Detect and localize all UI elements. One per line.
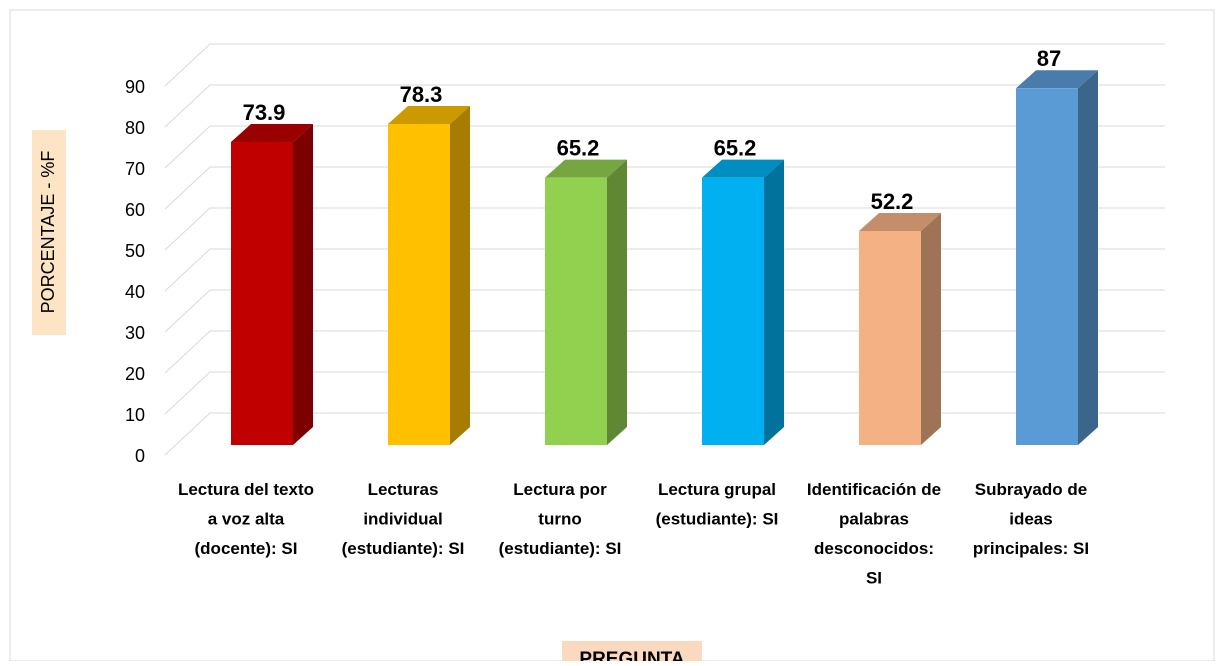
bar <box>702 177 764 445</box>
x-tick-label-line: Identificación de <box>807 480 941 499</box>
grid-line <box>164 166 1165 210</box>
y-axis-title: PORCENTAJE - %F <box>38 151 58 314</box>
bar-top <box>545 159 627 178</box>
x-tick-label-line: ideas <box>1009 510 1052 529</box>
x-tick-label-line: Lectura por <box>513 480 607 499</box>
x-tick-label-line: individual <box>363 510 442 529</box>
bar-top <box>231 124 313 143</box>
x-tick-label-line: desconocidos: <box>814 539 934 558</box>
bar-side <box>764 159 784 445</box>
bar <box>388 123 450 445</box>
y-tick-label: 0 <box>135 446 145 466</box>
grid-line <box>164 84 1165 128</box>
y-tick-label: 10 <box>125 405 145 425</box>
grid-line <box>164 371 1165 415</box>
y-tick-label: 80 <box>125 118 145 138</box>
bar-top <box>1016 70 1098 89</box>
grid-line <box>164 412 1165 456</box>
x-tick-label: Lectura del texto a voz alta (docente): SI <box>178 480 314 558</box>
y-tick-label: 90 <box>125 77 145 97</box>
y-tick-label: 70 <box>125 159 145 179</box>
bar <box>859 230 921 445</box>
grid-line <box>164 207 1165 251</box>
bar-top <box>388 105 470 124</box>
bar <box>1016 88 1078 446</box>
grid-line <box>164 289 1165 333</box>
x-tick-label-line: Subrayado de <box>975 480 1087 499</box>
bar <box>231 142 293 445</box>
x-tick-label-line: SI <box>866 569 882 588</box>
data-label: 65.2 <box>714 135 757 160</box>
bar-side <box>921 212 941 445</box>
y-title-bg <box>32 130 66 335</box>
x-tick-label: Lectura por turno (estudiante): SI <box>499 480 622 558</box>
x-tick-label-line: turno <box>538 510 581 529</box>
x-tick-label: Lecturas individual (estudiante): SI <box>342 480 465 558</box>
grid-line <box>164 248 1165 292</box>
x-tick-label-line: (estudiante): SI <box>342 539 465 558</box>
y-tick-label: 30 <box>125 323 145 343</box>
x-tick-label: Identificación de palabras desconocidos: SI <box>807 480 941 588</box>
x-tick-label-line: Lecturas <box>368 480 439 499</box>
bar-side <box>293 124 313 445</box>
x-tick-label-line: principales: SI <box>973 539 1089 558</box>
x-tick-label-line: (docente): SI <box>195 539 298 558</box>
x-tick-label: Lectura grupal (estudiante): SI <box>656 480 779 529</box>
x-tick-label-line: (estudiante): SI <box>656 510 779 529</box>
bar-side <box>1078 70 1098 446</box>
data-label: 78.3 <box>400 82 443 107</box>
bar-top <box>702 159 784 178</box>
y-tick-label: 20 <box>125 364 145 384</box>
bar-side <box>607 159 627 445</box>
x-tick-label-line: Lectura grupal <box>658 480 776 499</box>
data-label: 73.9 <box>243 100 286 125</box>
x-tick-label-line: (estudiante): SI <box>499 539 622 558</box>
bar <box>545 177 607 445</box>
y-tick-label: 40 <box>125 282 145 302</box>
y-tick-label: 60 <box>125 200 145 220</box>
data-label: 87 <box>1037 46 1061 71</box>
grid-line <box>164 125 1165 169</box>
bar-side <box>450 105 470 445</box>
y-tick-label: 50 <box>125 241 145 261</box>
x-tick-label: Subrayado de ideas principales: SI <box>973 480 1089 558</box>
x-axis-title: PREGUNTA <box>579 649 684 661</box>
grid-line <box>164 43 1165 87</box>
data-label: 52.2 <box>871 189 914 214</box>
grid-line <box>164 330 1165 374</box>
x-tick-label-line: Lectura del texto <box>178 480 314 499</box>
x-tick-label-line: a voz alta <box>208 510 285 529</box>
bar-top <box>859 212 941 231</box>
data-label: 65.2 <box>557 135 600 160</box>
x-tick-label-line: palabras <box>839 510 909 529</box>
